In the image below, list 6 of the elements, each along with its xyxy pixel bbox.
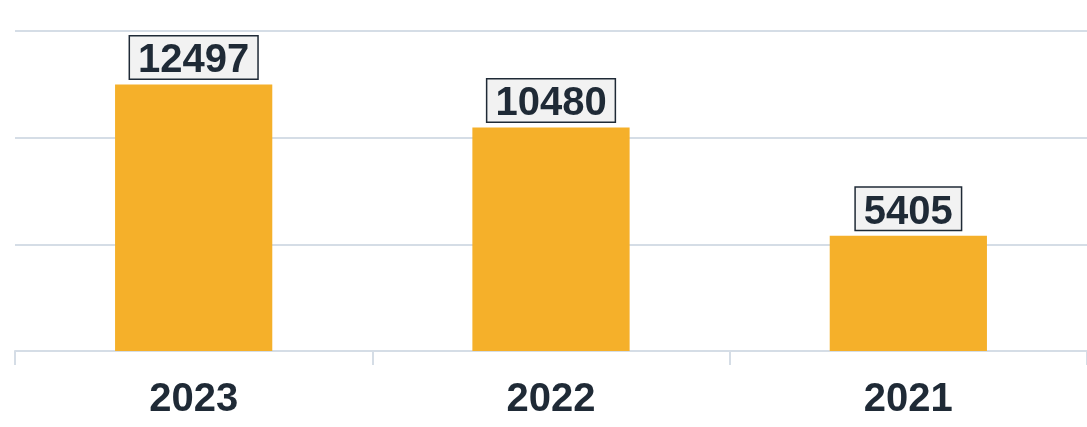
x-tick-label: 2021	[863, 375, 953, 419]
x-tick-label: 2022	[506, 375, 596, 419]
data-label: 5405	[863, 187, 953, 232]
data-label: 10480	[495, 79, 607, 124]
x-tick-label: 2023	[149, 375, 239, 419]
data-label: 12497	[138, 36, 250, 81]
